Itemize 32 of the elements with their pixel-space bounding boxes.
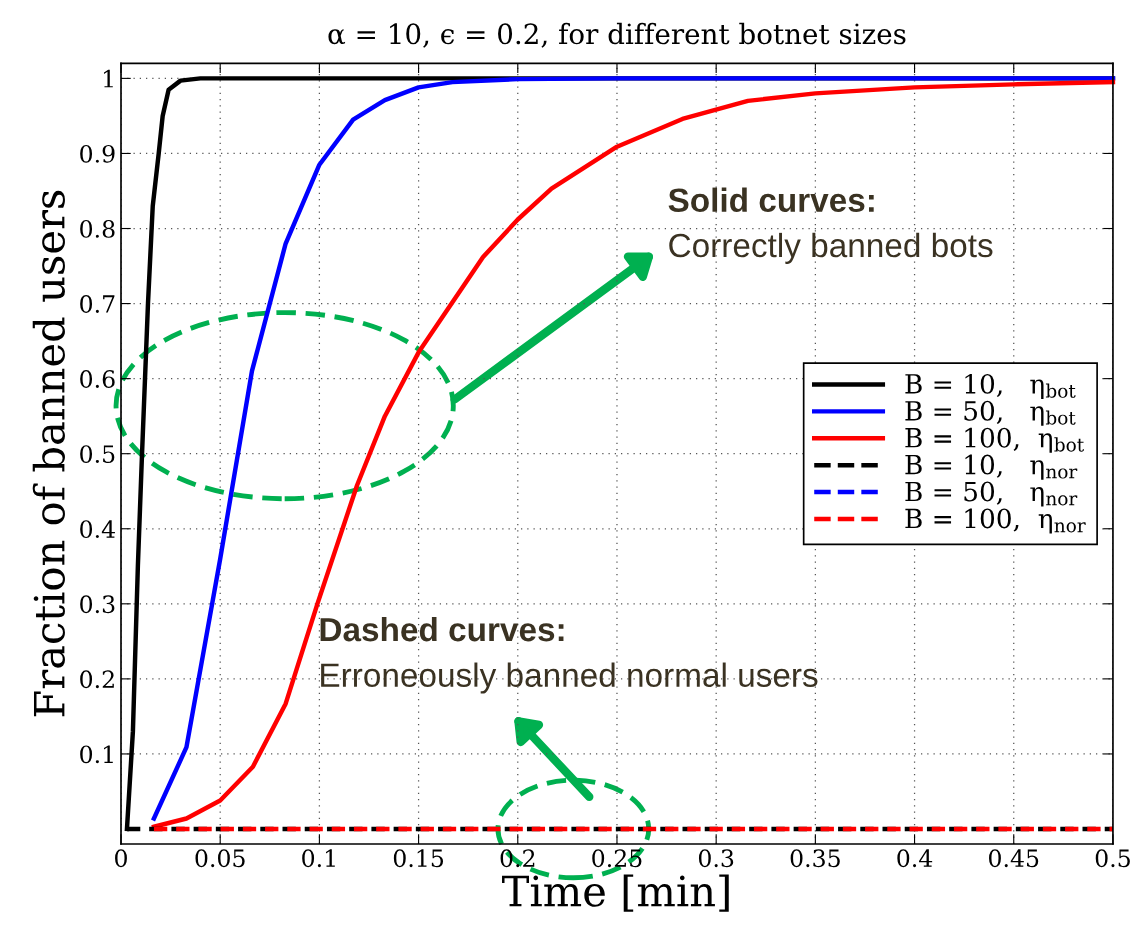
annotation: Dashed curves:: [320, 616, 564, 642]
y-tick-label: 0.9: [80, 144, 115, 163]
x-tick-label: 0: [115, 849, 127, 868]
y-tick-label: 0.2: [80, 670, 114, 689]
legend-label: B = 10, η$_{bot}$: [905, 373, 1076, 399]
x-tick-label: 0.35: [790, 849, 840, 868]
x-tick-label: 0.05: [195, 849, 245, 868]
legend-label: B = 50, η$_{nor}$: [905, 481, 1078, 507]
legend-label: B = 100, η$_{nor}$: [905, 508, 1086, 534]
y-tick-label: 1: [104, 69, 113, 88]
x-tick-label: 0.5: [1095, 849, 1130, 868]
x-tick-label: 0.1: [302, 849, 335, 868]
x-tick-label: 0.15: [393, 849, 444, 868]
annotation: Correctly banned bots: [669, 232, 993, 264]
x-tick-label: 0.45: [989, 849, 1039, 868]
legend-label: B = 100, η$_{bot}$: [905, 427, 1085, 453]
y-tick-label: 0.5: [80, 445, 115, 463]
y-tick-label: 0.7: [80, 295, 115, 313]
chart-title: α = 10, ϵ = 0.2, for different botnet sizes: [328, 22, 906, 48]
annotation: Solid curves:: [668, 187, 874, 213]
legend-label: B = 10, η$_{nor}$: [905, 454, 1078, 480]
y-tick-label: 0.1: [80, 745, 113, 764]
y-tick-label: 0.4: [80, 520, 115, 539]
annotation: Erroneously banned normal users: [321, 662, 818, 694]
x-tick-label: 0.3: [698, 849, 734, 868]
x-axis-title: Time [min]: [502, 874, 729, 912]
y-axis-title: Fraction of banned users: [32, 190, 65, 717]
legend-label: B = 50, η$_{bot}$: [905, 400, 1076, 426]
y-tick-label: 0.8: [80, 219, 115, 238]
y-tick-label: 0.3: [80, 595, 115, 614]
x-tick-label: 0.4: [897, 849, 933, 868]
y-tick-label: 0.6: [80, 370, 115, 388]
